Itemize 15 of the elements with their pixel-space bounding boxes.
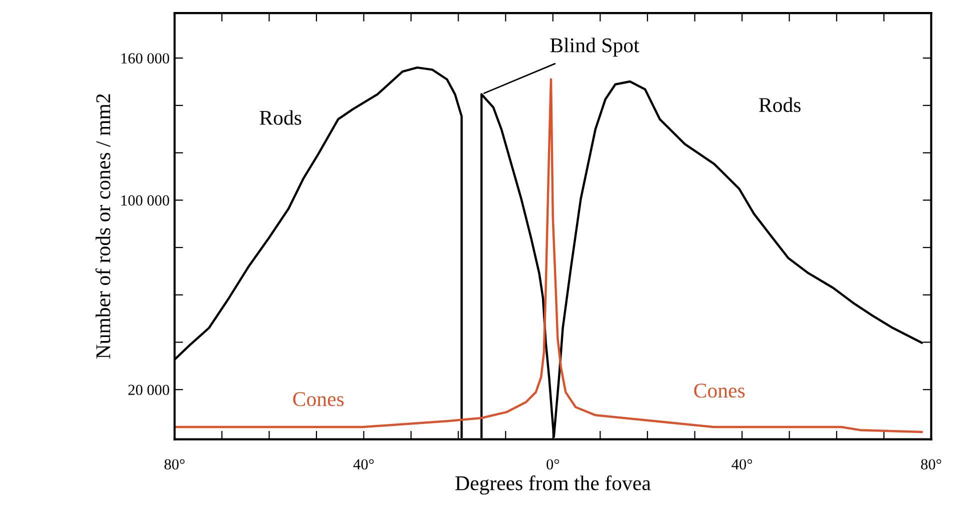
x-tick-label: 40° bbox=[732, 459, 752, 470]
x-tick-label: 80° bbox=[921, 459, 942, 470]
series-label: Rods bbox=[260, 110, 302, 125]
y-tick-label: 20 000 bbox=[128, 384, 170, 396]
y-tick-label: 160 000 bbox=[121, 53, 170, 64]
annotation: Blind Spot bbox=[550, 38, 640, 57]
x-axis-title: Degrees from the fovea bbox=[455, 475, 651, 495]
x-tick-label: 40° bbox=[353, 459, 374, 470]
y-tick-label: 100 000 bbox=[121, 195, 170, 206]
x-tick-label: 80° bbox=[164, 459, 185, 470]
x-tick-label: 0° bbox=[546, 459, 560, 470]
y-axis-title: Number of rods or cones / mm2 bbox=[95, 94, 110, 359]
text: Cones bbox=[694, 384, 745, 398]
series-label: Cones bbox=[293, 392, 344, 406]
text: Rods bbox=[759, 97, 801, 112]
